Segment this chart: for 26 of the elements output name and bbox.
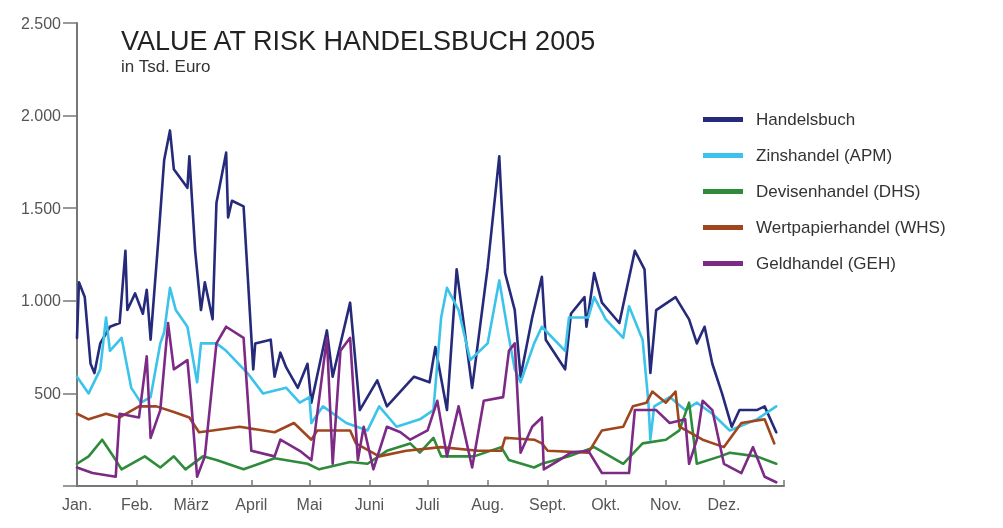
x-tick-label: Mai — [296, 495, 323, 513]
x-tick-label: April — [235, 495, 268, 513]
y-tick-label: 2.000 — [20, 107, 62, 125]
x-tick-label: Dez. — [707, 495, 741, 513]
legend-label: Zinshandel (APM) — [756, 146, 893, 165]
legend-label: Handelsbuch — [756, 110, 856, 129]
legend-label: Geldhandel (GEH) — [756, 254, 896, 273]
chart-title: VALUE AT RISK HANDELSBUCH 2005 — [121, 25, 596, 56]
x-tick-label: Sept. — [529, 495, 567, 513]
x-tick-label: Juli — [415, 495, 440, 513]
x-tick-label: Okt. — [591, 495, 621, 513]
line-series — [75, 321, 778, 484]
x-tick-label: Aug. — [471, 495, 505, 513]
y-tick-label: 2.500 — [20, 14, 62, 32]
x-tick-label: Jan. — [61, 495, 93, 513]
y-tick-label: 500 — [34, 384, 62, 402]
x-tick-label: Juni — [354, 495, 385, 513]
x-tick-label: Feb. — [121, 495, 154, 513]
x-tick-label: Nov. — [649, 495, 682, 513]
legend-label: Devisenhandel (DHS) — [756, 182, 921, 201]
text: in Tsd. Euro — [121, 57, 211, 76]
y-tick-label: 1.000 — [20, 292, 62, 310]
line-series — [75, 279, 778, 441]
x-tick-label: März — [173, 495, 210, 513]
legend-label: Wertpapierhandel (WHS) — [756, 218, 946, 237]
y-tick-label: 1.500 — [20, 199, 62, 217]
